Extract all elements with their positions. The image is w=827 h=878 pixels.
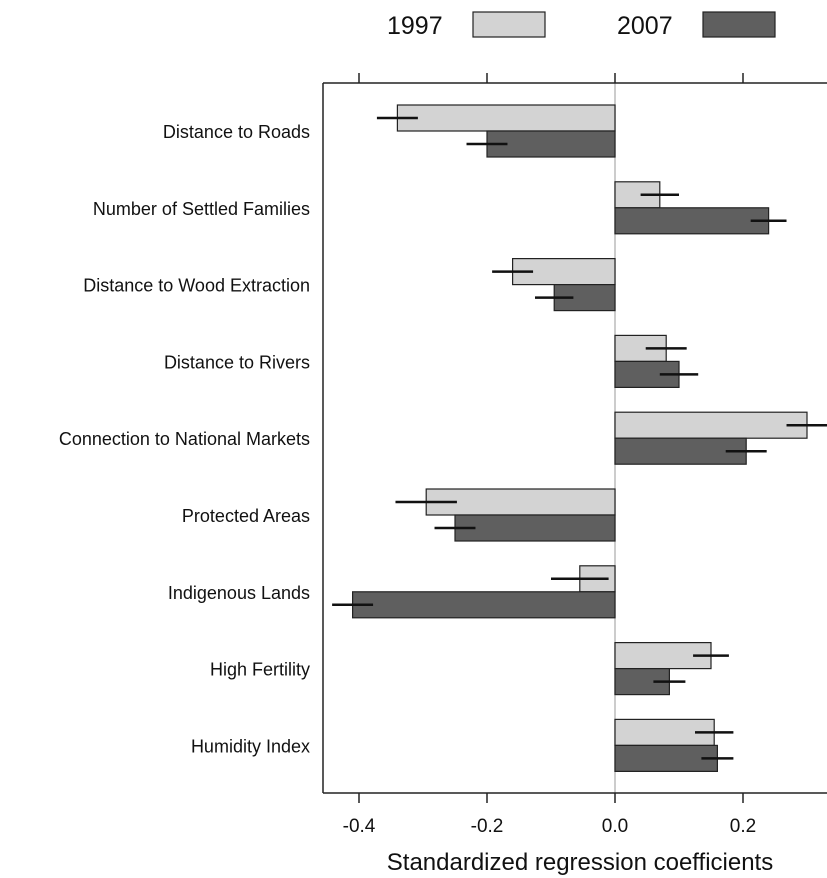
bar [614, 411, 808, 439]
bar [511, 258, 616, 286]
bar [614, 437, 747, 465]
bar [614, 207, 770, 235]
category-label: Number of Settled Families [93, 199, 310, 219]
bar [614, 744, 719, 773]
legend: 1997 2007 [387, 11, 776, 40]
axes: -0.4 -0.2 0.0 0.2 Distance to Roads Number of… [59, 73, 827, 837]
x-tick-label: 0.2 [730, 816, 756, 837]
bar [396, 104, 616, 132]
x-tick-label: -0.4 [343, 816, 376, 837]
category-label: Indigenous Lands [168, 583, 310, 603]
plot-area [332, 83, 827, 793]
category-label: Distance to Rivers [164, 352, 310, 372]
category-label: Distance to Roads [163, 122, 310, 142]
legend-label: 2007 [617, 12, 673, 40]
category-label: Humidity Index [191, 736, 310, 756]
bar [454, 514, 616, 542]
legend-swatch [472, 11, 546, 38]
x-axis-label: Standardized regression coefficients [387, 849, 773, 876]
bar [352, 591, 616, 619]
category-label: Protected Areas [182, 506, 310, 526]
legend-label: 1997 [387, 12, 443, 40]
legend-swatch [702, 11, 776, 38]
category-label: Connection to National Markets [59, 429, 310, 449]
category-label: High Fertility [210, 660, 310, 680]
category-label: Distance to Wood Extraction [83, 276, 310, 296]
x-tick-label: -0.2 [471, 816, 504, 837]
x-tick-label: 0.0 [602, 816, 628, 837]
